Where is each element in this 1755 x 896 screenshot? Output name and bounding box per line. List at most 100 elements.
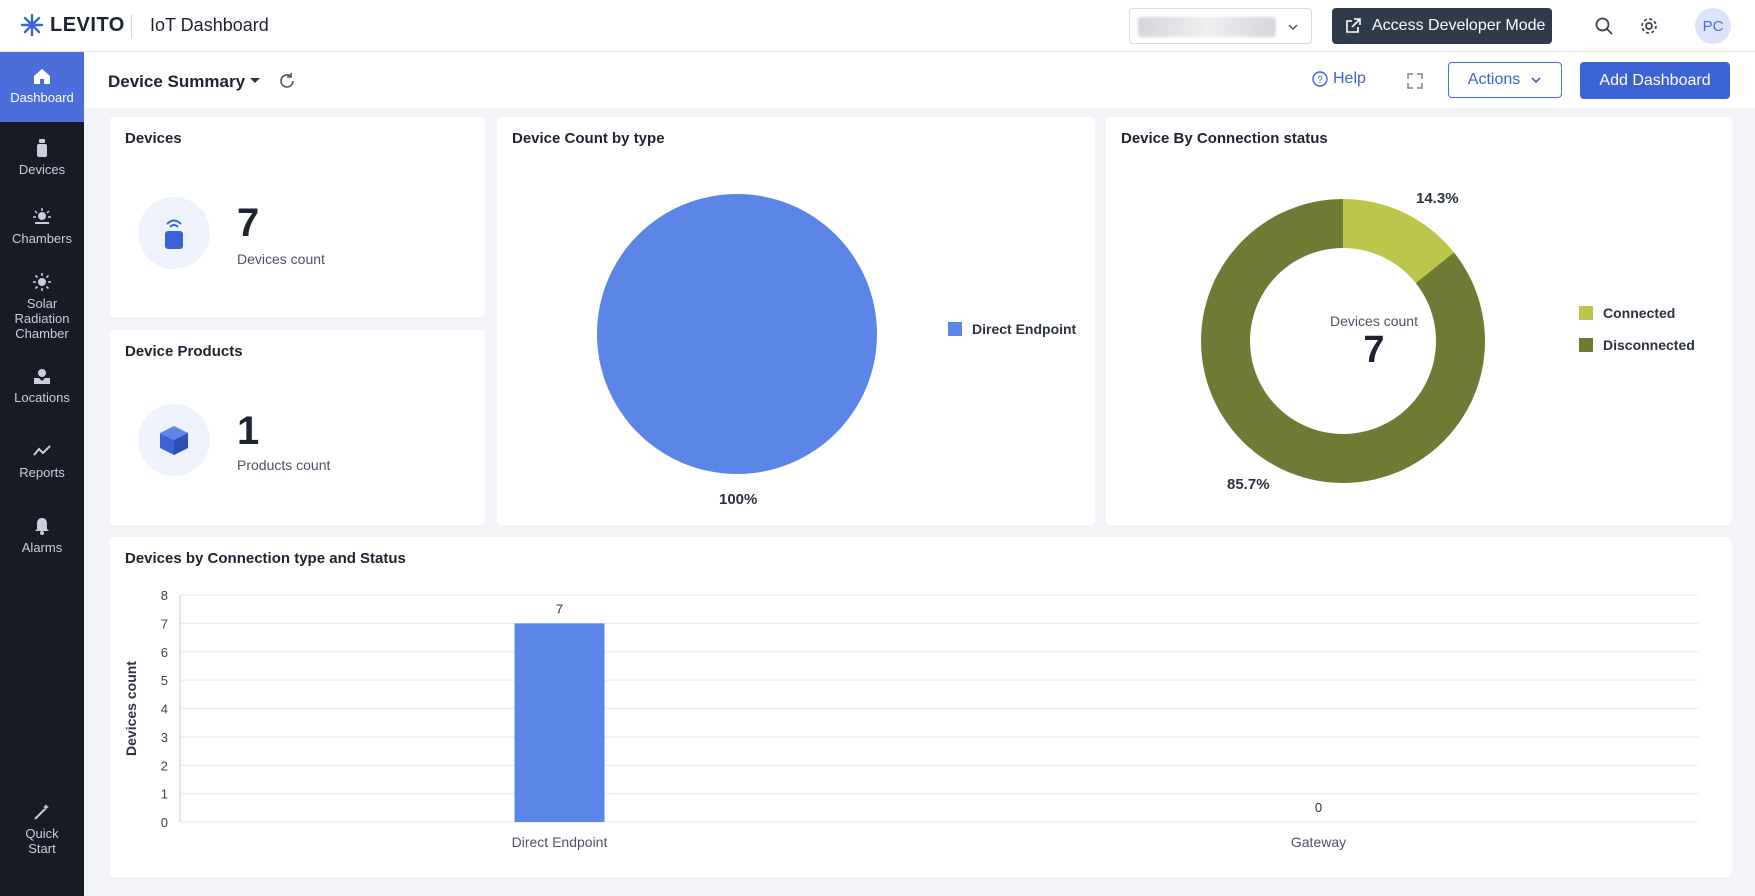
sidebar-item-label: Reports [19, 465, 65, 480]
bar-chart: 0 1 2 3 4 5 6 7 8 Devices count 7 Direct Endpoint 0 G… [123, 588, 1698, 850]
avatar[interactable]: PC [1695, 8, 1731, 44]
donut-center-value: 7 [1363, 329, 1385, 371]
card-title: Device Count by type [512, 130, 665, 147]
card-title: Devices [125, 130, 182, 147]
sidebar-item-dashboard[interactable]: Dashboard [0, 52, 84, 122]
device-icon [37, 139, 47, 157]
sidebar-item-locations[interactable]: Locations [0, 366, 84, 405]
legend-label: Connected [1603, 305, 1676, 321]
sidebar-item-label: Chambers [12, 231, 72, 246]
sidebar-item-label: Devices [18, 162, 66, 177]
products-count-value: 1 [237, 409, 260, 453]
actions-button[interactable]: Actions [1448, 62, 1562, 98]
y-tick-label: 2 [161, 758, 168, 773]
caret-down-icon[interactable] [250, 78, 260, 83]
sidebar-item-label: Alarms [21, 540, 63, 555]
devices-card: Devices 7 Devices count [110, 117, 485, 317]
sidebar-item-label: Solar Radiation Chamber [14, 296, 70, 341]
y-tick-label: 8 [161, 588, 168, 603]
dashboard-title[interactable]: Device Summary [108, 72, 246, 91]
help-label: Help [1333, 70, 1366, 87]
help-link[interactable]: ? Help [1312, 70, 1366, 88]
app-title: IoT Dashboard [150, 15, 269, 35]
sidebar-item-devices[interactable]: Devices [0, 138, 84, 177]
svg-text:?: ? [1317, 75, 1323, 86]
products-count-label: Products count [237, 457, 331, 473]
reports-icon [33, 445, 51, 456]
legend-item-direct-endpoint[interactable]: Direct Endpoint [948, 321, 1076, 337]
brand-logo[interactable]: LEVITO [20, 13, 125, 37]
box-icon [138, 404, 210, 476]
devices-count-value: 7 [237, 201, 260, 245]
expand-icon[interactable] [1406, 72, 1424, 90]
disconnected-pct-label: 85.7% [1227, 476, 1270, 493]
org-select[interactable] [1129, 8, 1312, 44]
sidebar-item-quick-start[interactable]: Quick Start [0, 802, 84, 856]
legend-label: Disconnected [1603, 337, 1695, 353]
sidebar-item-label: Dashboard [10, 90, 74, 105]
location-icon [34, 369, 50, 384]
top-bar: LEVITO IoT Dashboard Access Developer Mo… [0, 0, 1755, 52]
brand-name: LEVITO [50, 13, 125, 36]
legend-item-disconnected[interactable]: Disconnected [1579, 337, 1695, 353]
sidebar-item-label: Locations [14, 390, 70, 405]
card-title: Device Products [125, 343, 243, 360]
org-name-redacted [1138, 17, 1276, 37]
y-axis-title: Devices count [123, 661, 139, 756]
y-tick-label: 3 [161, 730, 168, 745]
donut-center-label: Devices count [1330, 313, 1418, 329]
y-tick-label: 4 [161, 702, 168, 717]
devices-count-label: Devices count [237, 251, 325, 267]
bar-direct-endpoint[interactable] [514, 623, 605, 822]
sidebar-item-reports[interactable]: Reports [0, 441, 84, 480]
device-count-by-type-card: Device Count by type 100% Direct Endpoin… [497, 117, 1095, 525]
sidebar-item-alarms[interactable]: Alarms [0, 516, 84, 555]
card-title: Device By Connection status [1121, 130, 1328, 147]
card-title: Devices by Connection type and Status [125, 550, 406, 567]
device-by-connection-status-card: Device By Connection status Devices coun… [1106, 117, 1731, 525]
legend-swatch [948, 322, 962, 336]
sidebar: Dashboard Devices Chambers Solar Radiati… [0, 52, 84, 896]
donut-chart [1201, 199, 1485, 483]
sidebar-item-label: Quick Start [25, 826, 59, 856]
home-icon [34, 69, 50, 84]
legend-item-connected[interactable]: Connected [1579, 305, 1675, 321]
legend-swatch [1579, 338, 1593, 352]
x-tick-label: Gateway [1291, 834, 1346, 850]
pie-slice-direct-endpoint[interactable] [597, 194, 877, 474]
gear-icon[interactable] [1637, 14, 1661, 38]
sun-icon [33, 273, 51, 291]
external-link-icon [1346, 18, 1361, 33]
y-tick-label: 1 [161, 787, 168, 802]
pie-slice-label: 100% [719, 491, 758, 508]
devices-by-connection-type-card: Devices by Connection type and Status 0 1… [110, 537, 1731, 877]
developer-mode-button[interactable]: Access Developer Mode [1332, 8, 1552, 44]
magic-wand-icon [34, 804, 49, 820]
add-dashboard-button[interactable]: Add Dashboard [1580, 62, 1730, 99]
developer-mode-label: Access Developer Mode [1372, 17, 1546, 34]
divider [131, 14, 132, 38]
actions-label: Actions [1467, 71, 1521, 88]
chevron-down-icon [1531, 77, 1541, 84]
pie-chart [597, 194, 877, 474]
device-products-card: Device Products 1 Products count [110, 330, 485, 525]
chamber-icon [33, 208, 51, 224]
y-tick-label: 7 [161, 616, 168, 631]
y-tick-label: 0 [161, 815, 168, 830]
y-tick-label: 6 [161, 645, 168, 660]
refresh-icon[interactable] [278, 72, 296, 90]
donut-slice-connected[interactable] [1343, 199, 1455, 284]
donut-slice-disconnected[interactable] [1201, 199, 1485, 483]
help-circle-icon: ? [1312, 71, 1328, 87]
y-tick-label: 5 [161, 673, 168, 688]
bell-icon [35, 518, 49, 535]
search-icon[interactable] [1592, 14, 1616, 38]
chevron-down-icon [1288, 24, 1298, 31]
bar-value-label: 0 [1315, 800, 1322, 815]
sidebar-item-chambers[interactable]: Chambers [0, 207, 84, 246]
sidebar-item-solar-radiation-chamber[interactable]: Solar Radiation Chamber [0, 272, 84, 341]
dashboard-header: Device Summary ? Help Actions Add Dashbo… [84, 52, 1755, 108]
device-icon [138, 197, 210, 269]
legend-label: Direct Endpoint [972, 321, 1077, 337]
legend-swatch [1579, 306, 1593, 320]
